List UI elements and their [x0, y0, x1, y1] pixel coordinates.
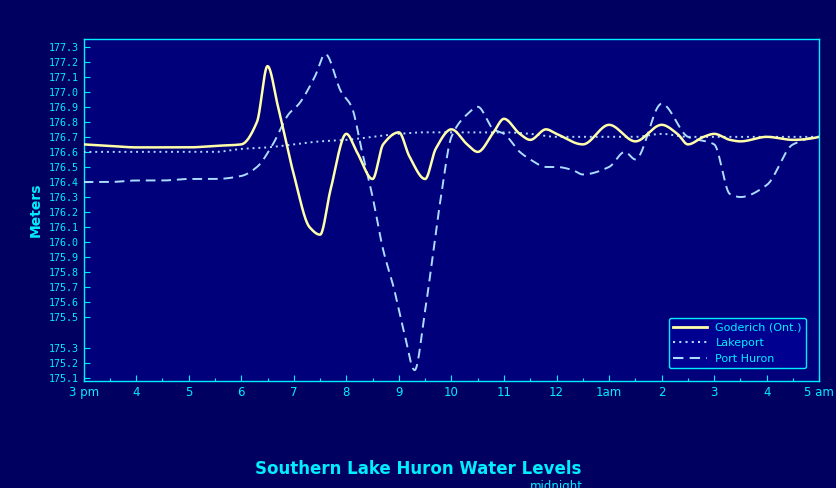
Text: Southern Lake Huron Water Levels: Southern Lake Huron Water Levels: [255, 460, 581, 478]
Text: midnight: midnight: [530, 480, 583, 488]
Legend: Goderich (Ont.), Lakeport, Port Huron: Goderich (Ont.), Lakeport, Port Huron: [669, 318, 807, 368]
Y-axis label: Meters: Meters: [29, 183, 43, 237]
